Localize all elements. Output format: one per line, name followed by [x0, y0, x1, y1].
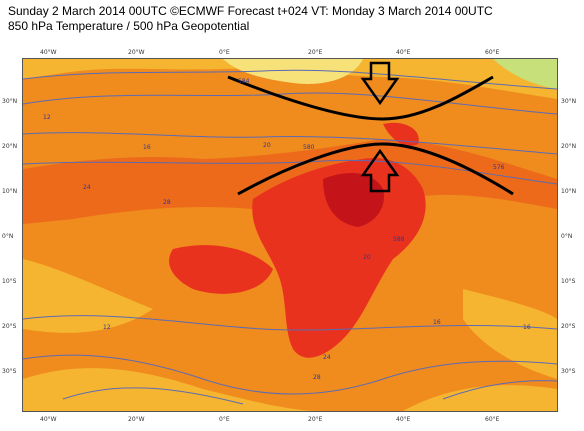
lat-tick-30n-right: 30°N [561, 98, 577, 105]
lon-tick-0e-bottom: 0°E [219, 416, 230, 423]
contour-label: 576 [493, 164, 505, 171]
field-subtitle: 850 hPa Temperature / 500 hPa Geopotenti… [8, 19, 250, 33]
contour-label: 12 [43, 114, 51, 121]
contour-label: 16 [523, 324, 531, 331]
lat-tick-10n-left: 10°N [2, 188, 18, 195]
lon-tick-20w-top: 20°W [128, 49, 145, 56]
contour-label: 12 [103, 324, 111, 331]
map-canvas: 584 12 16 20 24 28 580 576 588 12 16 20 … [23, 59, 557, 411]
contour-label: 24 [83, 184, 91, 191]
up-arrow [360, 148, 400, 193]
contour-label: 16 [143, 144, 151, 151]
west-africa-heat [169, 245, 273, 294]
lon-tick-20e-top: 20°E [308, 49, 323, 56]
lat-tick-20s-right: 20°S [561, 323, 576, 330]
lat-tick-0n-right: 0°N [561, 233, 573, 240]
contour-label: 584 [238, 78, 250, 85]
north-cool-zone [23, 59, 557, 99]
lat-tick-20n-left: 20°N [2, 143, 18, 150]
indian-ocean-cool-zone [463, 289, 557, 379]
contour-label: 16 [433, 319, 441, 326]
down-arrow [360, 61, 400, 106]
lat-tick-10s-left: 10°S [2, 278, 17, 285]
upper-trough-arc [227, 75, 494, 121]
lon-tick-40w-bottom: 40°W [40, 416, 57, 423]
lon-tick-0e-top: 0°E [219, 49, 230, 56]
lat-tick-20s-left: 20°S [2, 323, 17, 330]
lon-tick-20w-bottom: 20°W [128, 416, 145, 423]
lower-ridge-arc [237, 142, 514, 196]
contour-label: 20 [363, 254, 371, 261]
lon-tick-40e-top: 40°E [396, 49, 411, 56]
heat-core [323, 173, 384, 227]
map-header: Sunday 2 March 2014 00UTC ©ECMWF Forecas… [8, 4, 578, 34]
lat-tick-30s-right: 30°S [561, 368, 576, 375]
contour-label: 20 [263, 142, 271, 149]
lon-tick-20e-bottom: 20°E [308, 416, 323, 423]
north-east-cold-pocket [493, 59, 557, 89]
lat-tick-30n-left: 30°N [2, 98, 18, 105]
lat-tick-30s-left: 30°S [2, 368, 17, 375]
lat-tick-0n-left: 0°N [2, 233, 14, 240]
africa-heat-region [252, 158, 426, 358]
contour-label: 580 [303, 144, 315, 151]
geopotential-contours [23, 69, 557, 405]
contour-label: 588 [393, 236, 405, 243]
contour-labels: 584 12 16 20 24 28 580 576 588 12 16 20 … [43, 78, 531, 381]
lat-tick-10s-right: 10°S [561, 278, 576, 285]
red-sea-heat [383, 122, 419, 146]
lat-tick-10n-right: 10°N [561, 188, 577, 195]
lon-tick-60e-top: 60°E [485, 49, 500, 56]
contour-label: 28 [313, 374, 321, 381]
south-atlantic-cool-zone [23, 259, 153, 333]
contour-label: 24 [323, 354, 331, 361]
lat-tick-20n-right: 20°N [561, 143, 577, 150]
forecast-title: Sunday 2 March 2014 00UTC ©ECMWF Forecas… [8, 4, 493, 18]
south-east-cool-zone [403, 385, 557, 411]
contour-label: 28 [163, 199, 171, 206]
forecast-map: 584 12 16 20 24 28 580 576 588 12 16 20 … [22, 58, 558, 412]
lon-tick-60e-bottom: 60°E [485, 416, 500, 423]
lon-tick-40e-bottom: 40°E [396, 416, 411, 423]
north-cold-pocket [223, 59, 363, 84]
south-west-cool-zone [23, 368, 323, 411]
lon-tick-40w-top: 40°W [40, 49, 57, 56]
